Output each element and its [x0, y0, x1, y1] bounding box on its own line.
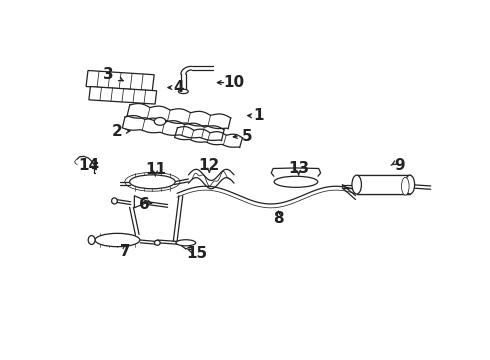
Ellipse shape [95, 233, 140, 247]
Ellipse shape [352, 175, 362, 194]
Ellipse shape [112, 198, 117, 204]
Text: 14: 14 [78, 158, 99, 173]
Text: 1: 1 [253, 108, 264, 123]
Text: 7: 7 [120, 244, 130, 259]
Bar [86, 71, 154, 91]
Text: 15: 15 [187, 246, 208, 261]
Ellipse shape [178, 89, 188, 94]
Bar [89, 86, 157, 104]
Text: 9: 9 [394, 158, 405, 173]
Ellipse shape [154, 240, 160, 245]
Ellipse shape [88, 235, 95, 244]
Ellipse shape [405, 175, 415, 194]
Text: 12: 12 [199, 158, 220, 173]
Text: 3: 3 [103, 67, 114, 82]
Text: 5: 5 [242, 129, 253, 144]
Text: 13: 13 [288, 161, 309, 176]
Ellipse shape [176, 240, 196, 246]
Text: 11: 11 [145, 162, 166, 177]
Ellipse shape [401, 177, 409, 195]
Text: 2: 2 [112, 124, 123, 139]
Text: 6: 6 [139, 197, 149, 212]
Ellipse shape [154, 117, 166, 125]
Text: 10: 10 [223, 75, 245, 90]
Ellipse shape [274, 176, 318, 187]
Text: 4: 4 [173, 80, 184, 95]
Ellipse shape [129, 175, 175, 189]
Text: 8: 8 [273, 211, 284, 226]
Bar [357, 175, 410, 194]
